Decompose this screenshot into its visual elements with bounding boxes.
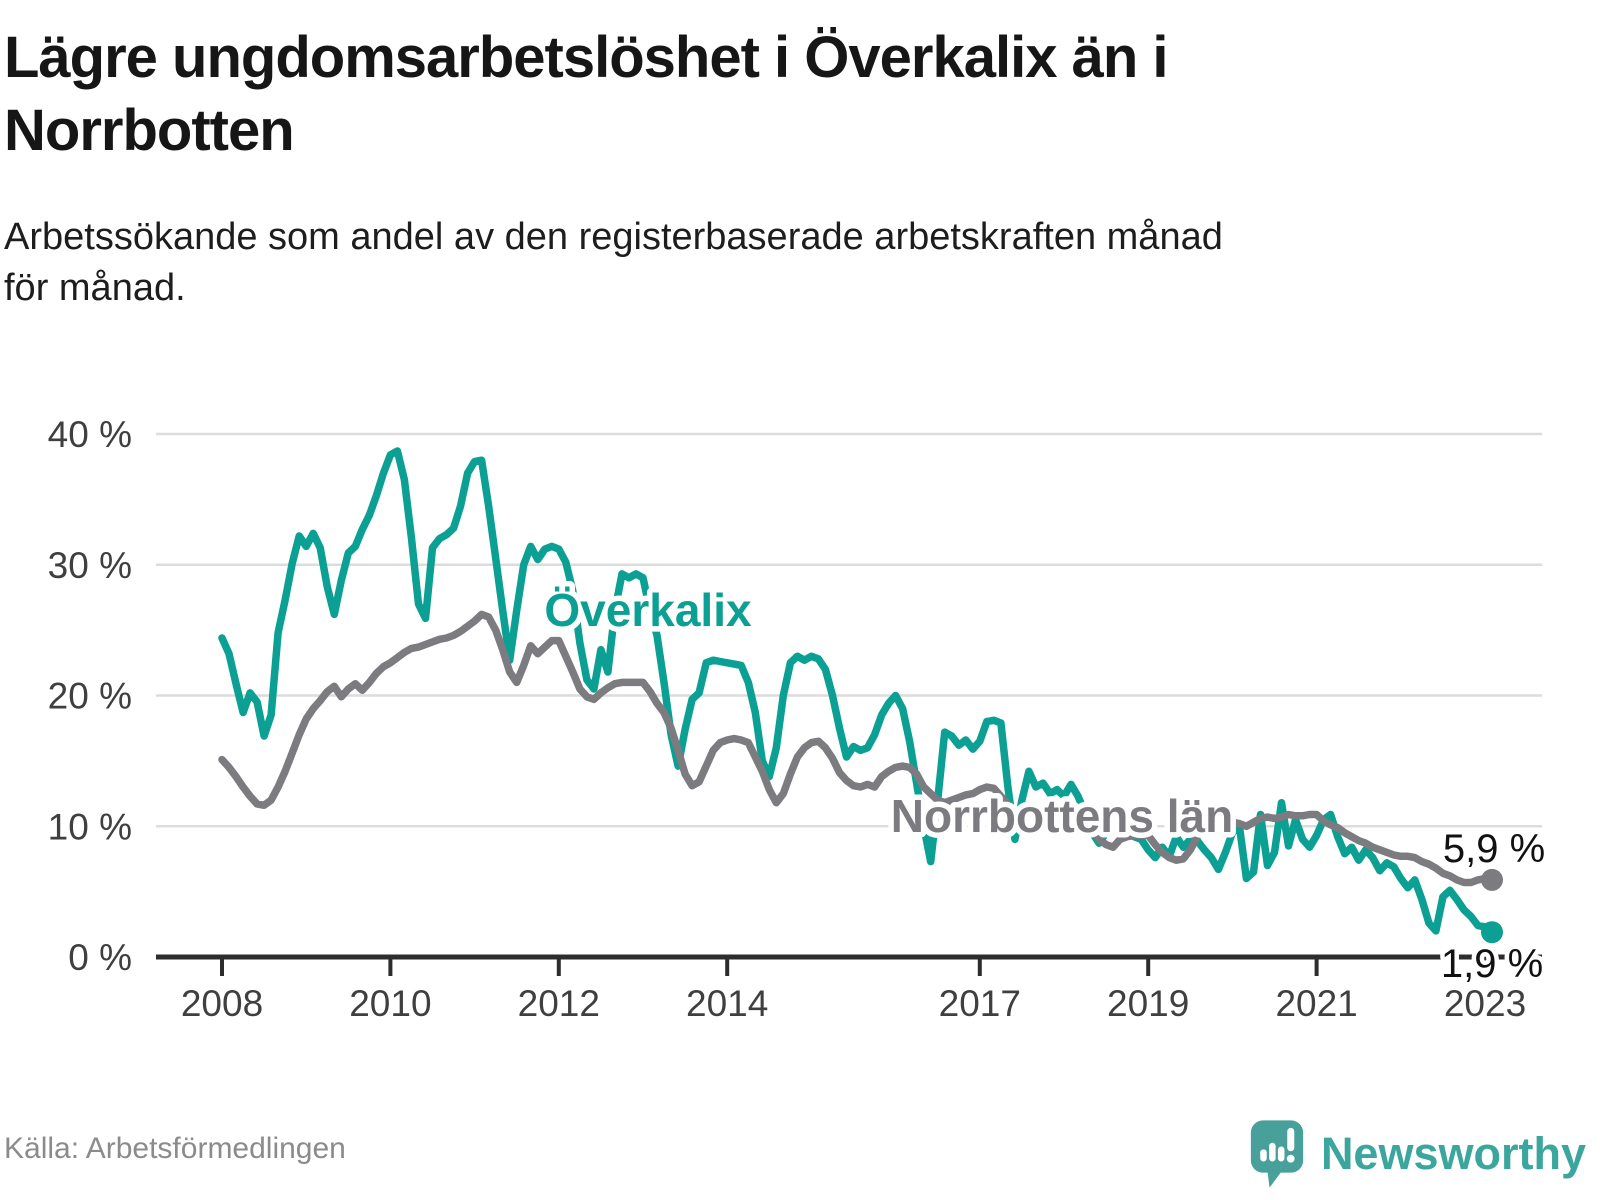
norrbotten-line: [218, 610, 1496, 887]
overkalix-end-dot: [1481, 921, 1503, 944]
x-axis-tick-label: 2012: [518, 983, 600, 1024]
chart-subtitle: Arbetssökande som andel av den registerb…: [4, 216, 1223, 309]
x-axis-tick-label: 2019: [1107, 983, 1189, 1024]
norrbotten-series-label: Norrbottens län: [891, 790, 1233, 842]
bar-tall: [1269, 1142, 1276, 1162]
norrbotten-end-dot: [1481, 868, 1503, 891]
overkalix-end-value-label: 1,9 %: [1441, 942, 1543, 986]
x-axis-tick-label: 2010: [349, 983, 431, 1024]
x-axis-tick-label: 2017: [939, 983, 1021, 1024]
bar-small: [1260, 1149, 1267, 1162]
overkalix-line: [218, 447, 1496, 936]
chart-title: Lägre ungdomsarbetslöshet i Överkalix än…: [4, 25, 1168, 163]
exclamation-bar: [1287, 1127, 1295, 1152]
newsworthy-logo: Newsworthy: [1249, 1118, 1586, 1190]
x-axis-tick-label: 2014: [686, 983, 768, 1024]
y-axis-tick-label: 10 %: [48, 806, 132, 847]
norrbotten-end-value-label: 5,9 %: [1443, 827, 1545, 871]
x-axis-tick-label: 2023: [1444, 983, 1526, 1024]
overkalix-series-label: Överkalix: [544, 584, 752, 636]
y-axis-tick-label: 40 %: [48, 414, 132, 455]
source-credit: Källa: Arbetsförmedlingen: [4, 1132, 346, 1165]
y-axis-tick-label: 30 %: [48, 545, 132, 586]
y-axis-tick-label: 20 %: [48, 676, 132, 717]
speech-bubble-shape: [1250, 1120, 1304, 1188]
bar-medium: [1277, 1146, 1285, 1162]
x-axis-tick-label: 2021: [1275, 983, 1357, 1024]
x-axis-tick-label: 2008: [181, 983, 263, 1024]
newsworthy-wordmark: Newsworthy: [1320, 1128, 1586, 1179]
y-axis-tick-label: 0 %: [68, 937, 132, 978]
exclamation-dot: [1286, 1154, 1295, 1163]
newsworthy-bubble-chart-icon: [1250, 1120, 1304, 1188]
